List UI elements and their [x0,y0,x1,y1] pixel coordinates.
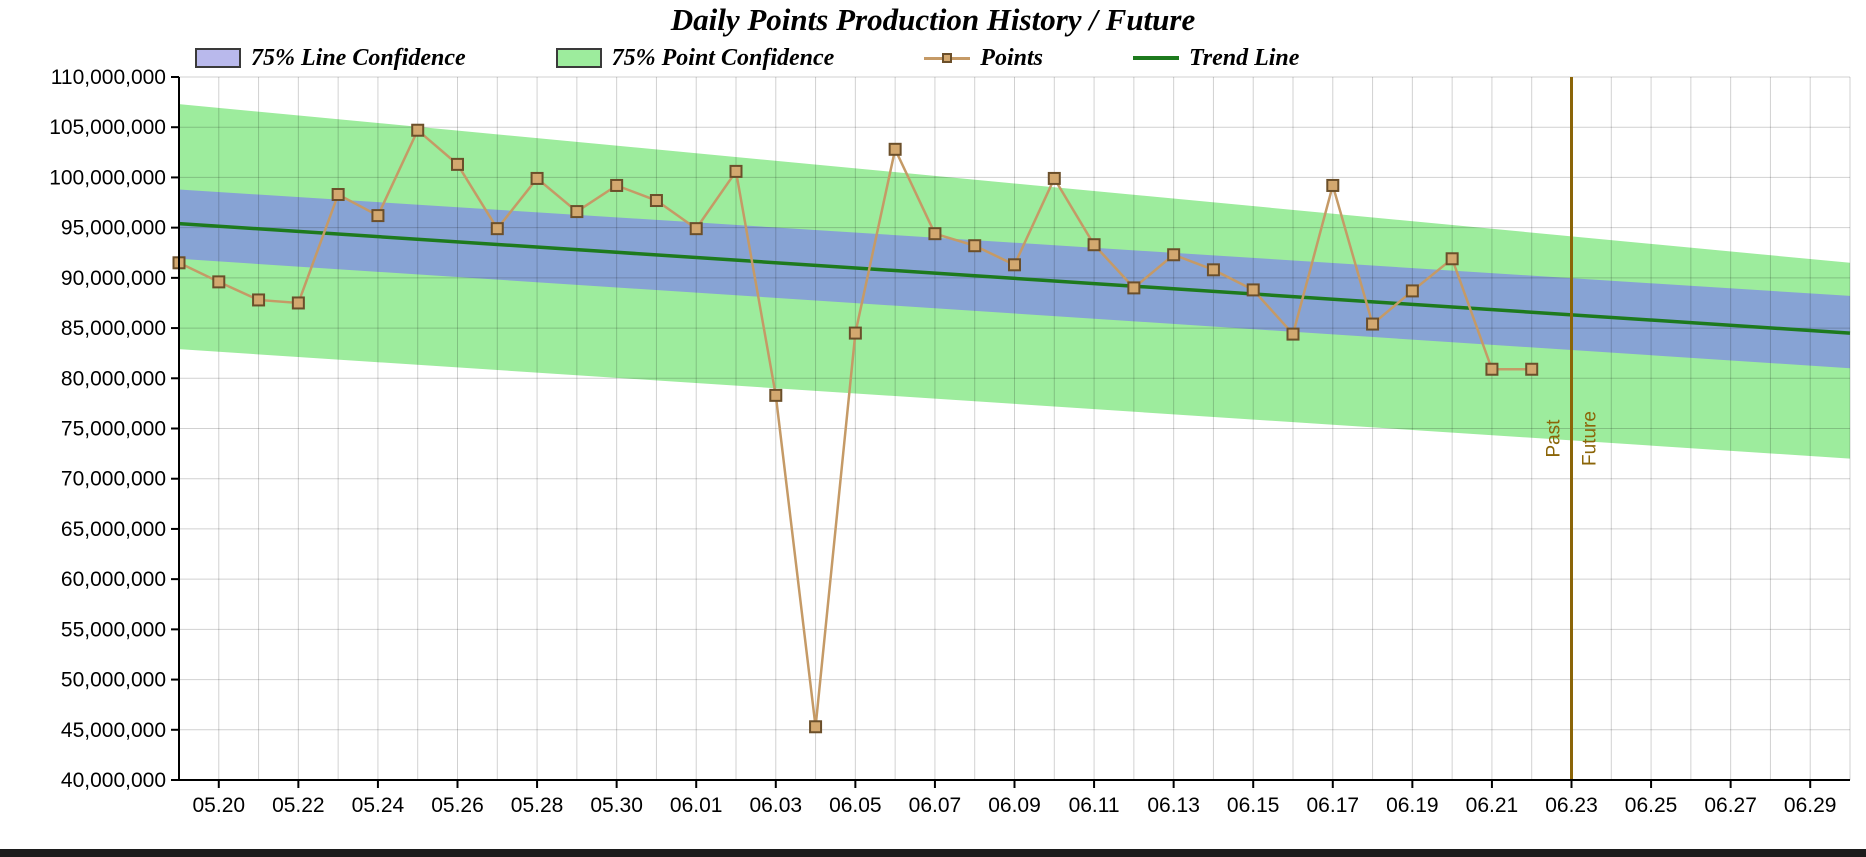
point-marker [371,209,385,223]
point-marker [689,222,703,236]
x-axis-label: 06.05 [829,794,882,817]
point-marker [1008,258,1021,272]
point-marker [1167,248,1181,262]
y-axis-label: 70,000,000 [61,468,166,491]
point-marker [1366,317,1380,331]
x-axis-label: 05.28 [511,794,564,817]
point-marker [411,123,425,137]
point-marker [1047,171,1061,185]
point-marker [848,326,862,340]
y-axis-label: 40,000,000 [61,769,166,792]
y-axis-label: 65,000,000 [61,518,166,541]
point-marker [212,275,226,289]
trend-line-swatch-icon [1132,56,1179,60]
point-marker [1326,178,1340,192]
point-marker [1206,263,1220,277]
x-axis-label: 06.21 [1466,794,1519,817]
point-marker [1445,252,1459,266]
x-axis-label: 06.23 [1545,794,1598,817]
point-marker [649,194,663,208]
x-axis-label: 06.03 [750,794,803,817]
point-marker [968,239,982,253]
x-axis-label: 06.29 [1784,794,1837,817]
point-marker [1286,327,1300,341]
x-axis-label: 06.11 [1069,794,1120,817]
point-marker [928,227,942,241]
y-axis-label: 50,000,000 [61,669,166,692]
bottom-panel-edge [0,849,1866,857]
points-marker-icon [942,53,953,63]
point-marker [888,142,902,156]
legend-item-point-confidence: 75% Point Confidence [555,44,835,72]
point-marker [530,171,544,185]
y-axis-label: 75,000,000 [61,418,166,441]
point-marker [1127,281,1141,295]
x-axis-label: 06.27 [1704,794,1757,817]
point-marker [252,293,266,307]
legend-label-trend-line: Trend Line [1188,44,1300,71]
divider-label-future: Future [1580,411,1601,466]
x-axis-label: 06.19 [1386,794,1439,817]
y-axis-label: 110,000,000 [51,66,166,89]
y-axis-label: 60,000,000 [61,568,166,591]
x-axis-label: 06.15 [1227,794,1280,817]
y-axis-label: 90,000,000 [61,267,166,290]
point-marker [451,157,464,171]
point-marker [809,720,823,734]
points-swatch-icon [924,53,971,63]
x-axis-label: 06.01 [670,794,723,817]
point-marker [1485,362,1499,376]
x-axis-label: 05.22 [272,794,325,817]
point-marker [610,178,624,192]
legend-item-line-confidence: 75% Line Confidence [195,45,466,72]
y-axis-label: 55,000,000 [61,618,166,641]
y-axis-label: 105,000,000 [49,116,166,139]
x-axis-label: 05.20 [193,794,246,817]
point-marker [1525,362,1539,376]
divider-label-past: Past [1544,419,1565,458]
x-axis-label: 05.26 [431,794,484,817]
legend-item-trend-line: Trend Line [1132,44,1300,72]
point-marker [769,388,783,402]
y-axis-label: 85,000,000 [61,317,166,340]
x-axis-label: 06.13 [1147,794,1200,817]
point-confidence-swatch-icon [555,48,602,68]
chart-legend: 75% Line Confidence 75% Point Confidence… [195,42,1299,74]
x-axis-label: 05.30 [590,794,643,817]
point-marker [490,222,504,236]
y-axis-label: 45,000,000 [61,719,166,742]
y-axis-label: 80,000,000 [61,367,166,390]
line-confidence-swatch-icon [195,48,241,68]
y-axis-label: 95,000,000 [61,217,166,240]
x-axis-label: 06.25 [1625,794,1678,817]
legend-label-point-confidence: 75% Point Confidence [611,44,835,71]
x-axis-label: 06.07 [909,794,962,817]
point-marker [331,188,345,202]
point-marker [729,164,743,178]
point-marker [1087,238,1101,252]
page-title: Daily Points Production History / Future [670,2,1196,37]
x-axis-label: 06.17 [1307,794,1360,817]
legend-label-line-confidence: 75% Line Confidence [251,44,466,71]
legend-item-points: Points [924,45,1043,72]
point-marker [570,205,584,219]
y-axis-label: 100,000,000 [49,166,166,189]
legend-label-points: Points [980,44,1043,71]
x-axis-label: 06.09 [988,794,1041,817]
point-marker [1246,283,1260,297]
point-marker [291,296,305,310]
point-marker [1405,284,1419,298]
x-axis-label: 05.24 [352,794,405,817]
